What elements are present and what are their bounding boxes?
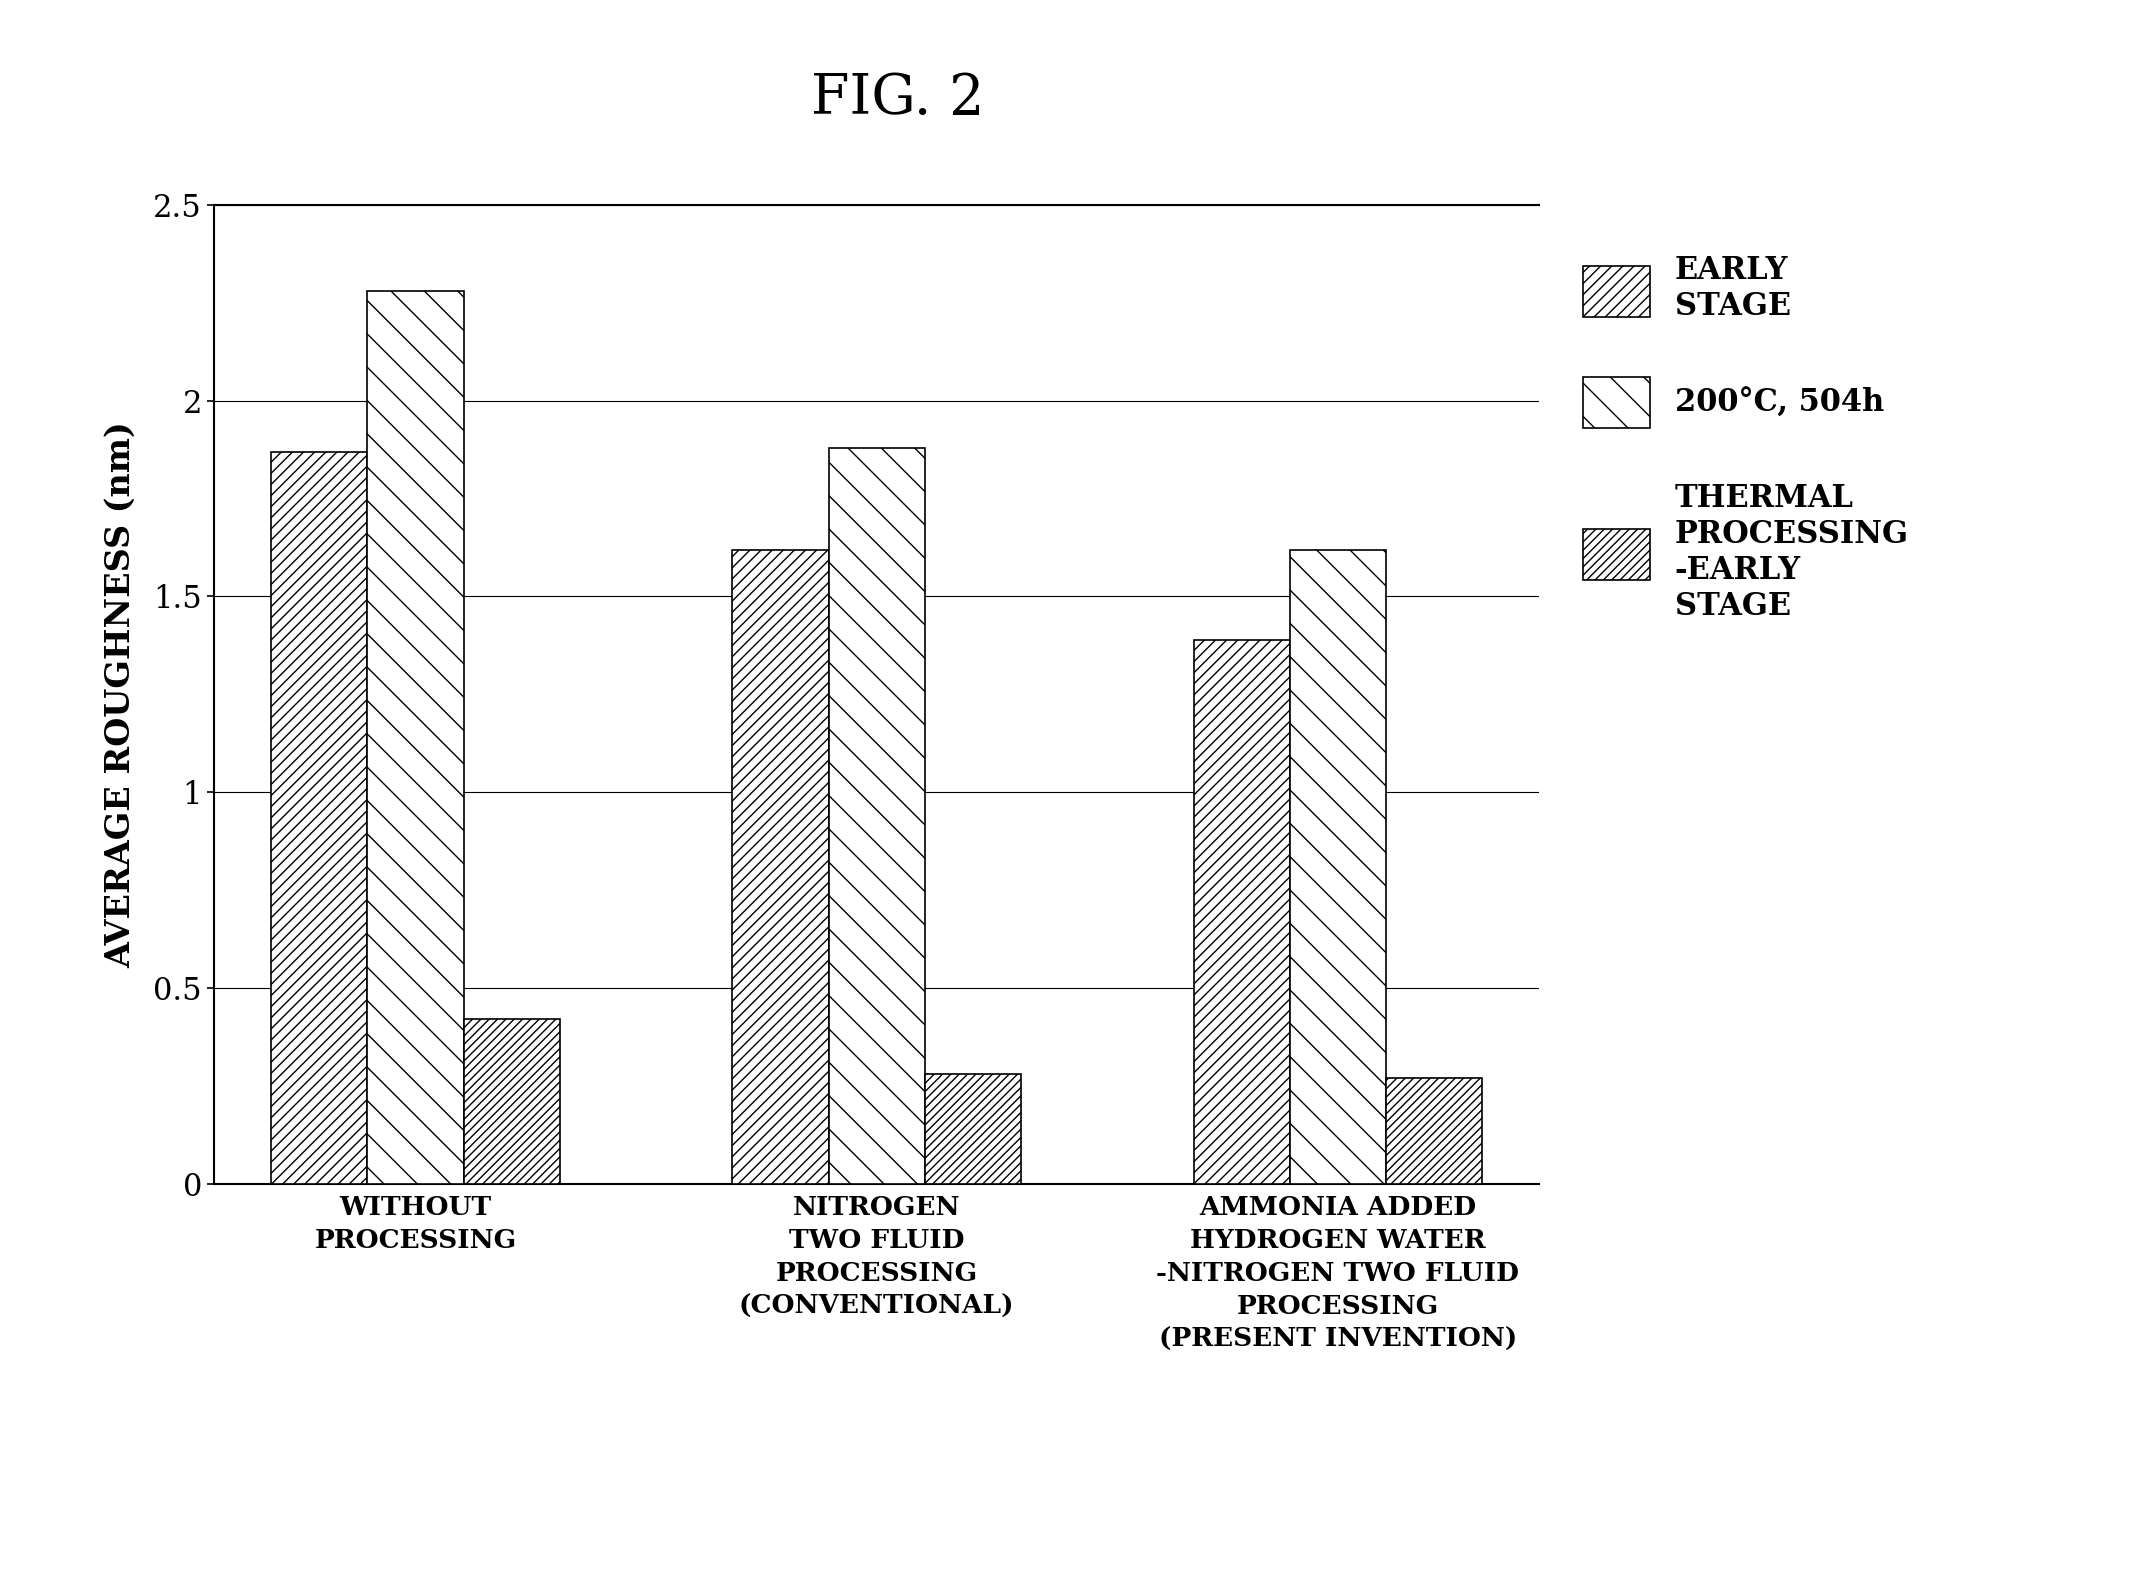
Bar [830,448,924,1184]
Bar [924,1075,1020,1184]
Y-axis label: AVERAGE ROUGHNESS (nm): AVERAGE ROUGHNESS (nm) [103,421,137,967]
Bar [272,451,368,1184]
Bar [464,1019,560,1184]
Bar [368,292,464,1184]
Bar [733,549,830,1184]
Legend: EARLY
STAGE, 200°C, 504h, THERMAL
PROCESSING
-EARLY
STAGE: EARLY STAGE, 200°C, 504h, THERMAL PROCES… [1567,240,1924,638]
Bar [1289,549,1385,1184]
Text: FIG. 2: FIG. 2 [810,71,986,126]
Bar [1193,639,1289,1184]
Bar [1385,1078,1482,1184]
